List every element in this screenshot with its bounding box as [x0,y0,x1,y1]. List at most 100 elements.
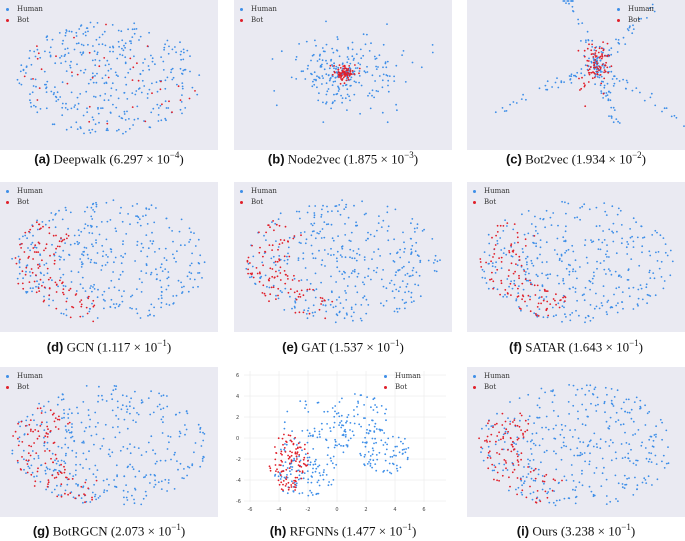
human-point [156,90,159,93]
human-point [136,244,139,246]
human-point [592,493,595,496]
human-point [513,442,516,445]
human-point [510,280,512,283]
human-point [427,259,430,262]
human-point [336,49,339,52]
human-point [393,261,396,263]
bot-point [287,240,289,243]
human-point [64,48,67,50]
human-point [65,102,67,105]
human-point [575,309,577,312]
human-point [568,75,571,77]
human-point [76,96,79,99]
bot-point [281,453,283,456]
bot-point [295,298,298,301]
human-point [65,314,68,317]
human-point [363,417,365,419]
human-point [574,489,577,492]
human-point [630,417,633,420]
human-point [315,288,318,291]
human-point [610,47,613,50]
human-point [112,426,114,429]
human-point [29,93,31,95]
bot-point [279,272,282,274]
human-point [349,256,351,259]
bot-point [293,291,296,294]
human-point [625,398,628,401]
human-point [312,304,315,307]
human-point [655,433,657,436]
human-point [101,445,104,447]
human-point [118,45,120,48]
human-point [161,432,164,434]
human-point [104,423,107,426]
human-point [341,424,343,427]
bot-point [57,428,60,430]
human-point [562,441,565,444]
human-point [641,251,643,254]
human-point [384,412,386,415]
human-point [349,62,352,65]
bot-point [496,268,499,271]
bot-point [597,67,599,70]
human-point [140,454,143,456]
bot-point [527,422,530,425]
human-point [488,254,491,257]
human-point [375,428,378,430]
human-point [574,291,577,293]
human-point [662,454,665,457]
human-point [641,245,644,248]
human-point [70,126,73,129]
bot-point [27,452,30,455]
human-point [124,252,127,255]
human-point [579,454,582,457]
human-point [498,462,501,465]
human-point [328,79,331,82]
human-point [164,268,167,270]
bot-point [514,424,517,427]
bot-point [146,45,149,47]
human-point [342,451,345,454]
human-point [314,296,317,299]
human-point [585,408,587,411]
human-point [527,393,530,396]
human-point [29,275,32,277]
bot-point [601,47,603,50]
human-point [121,39,124,42]
bot-point [562,296,564,299]
human-point [512,464,515,467]
human-point [341,247,344,250]
human-point [643,99,646,102]
bot-point [21,441,24,443]
human-point [327,253,329,255]
human-point [489,455,491,458]
human-point [346,416,349,419]
bot-point [546,307,548,310]
human-point [410,296,413,299]
human-point [375,65,377,68]
human-point [34,105,37,108]
human-point [546,80,549,83]
human-point [351,430,354,433]
bot-point [604,64,607,67]
bot-point [92,320,95,323]
human-point [615,498,617,500]
human-point [98,36,101,39]
human-point [563,444,565,447]
human-point [533,422,535,424]
human-point [197,238,200,241]
human-point [564,425,567,427]
bot-point [42,225,44,228]
human-point [70,107,73,110]
bot-point [26,471,29,474]
human-point [505,110,508,112]
human-point [393,297,396,299]
human-point [630,448,632,451]
human-point [323,221,326,223]
human-point [331,291,333,294]
human-point [124,46,126,49]
human-point [483,251,486,253]
human-point [331,47,334,50]
human-point [599,84,602,87]
human-point [391,462,394,465]
